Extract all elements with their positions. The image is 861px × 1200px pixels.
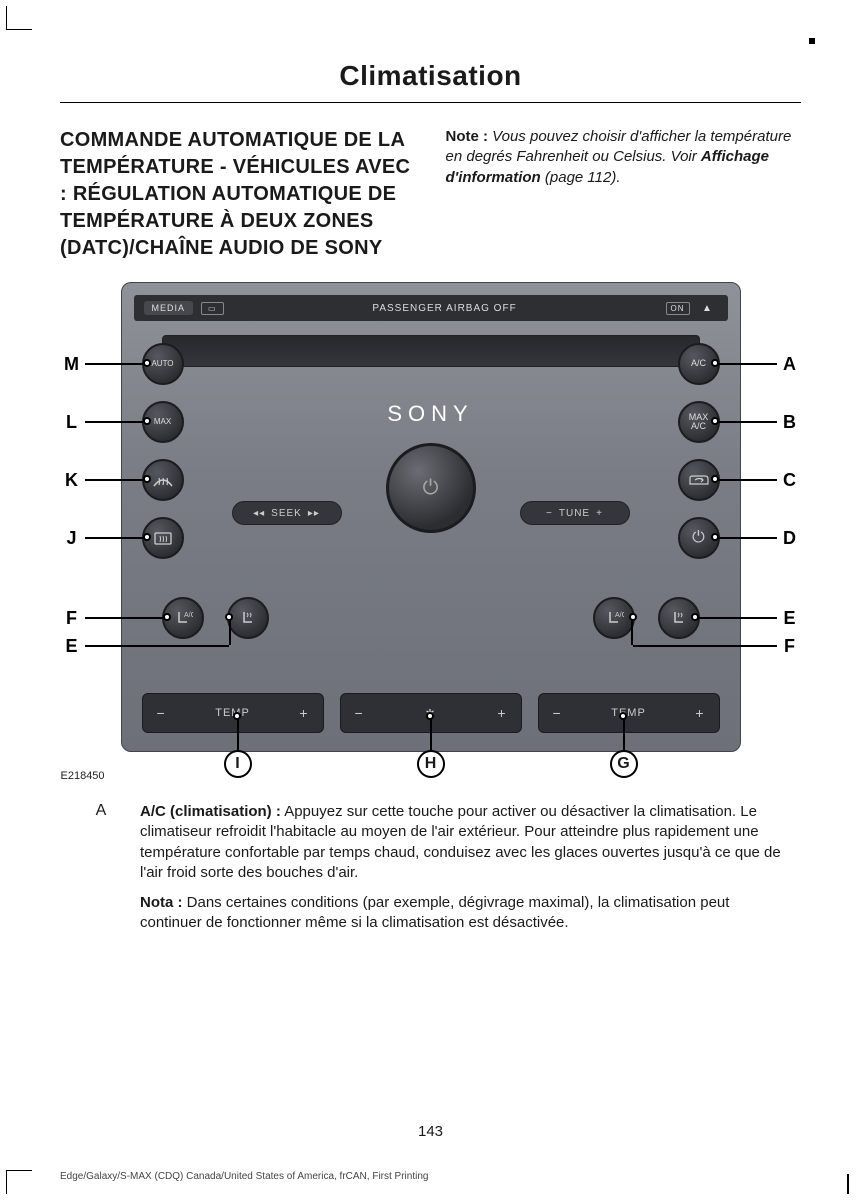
item-letter: A	[90, 802, 112, 934]
callout-k: K	[61, 470, 83, 491]
lead-line	[85, 421, 145, 423]
tune-control: −TUNE+	[520, 501, 630, 525]
lead-dot	[711, 359, 719, 367]
display-icon: ▭	[201, 302, 224, 315]
lead-line	[633, 645, 777, 647]
item-a-row: A A/C (climatisation) : Appuyez sur cett…	[90, 802, 791, 934]
callout-d: D	[779, 528, 801, 549]
seek-control: ◂◂SEEK▸▸	[232, 501, 342, 525]
callout-b: B	[779, 412, 801, 433]
callout-i: I	[224, 750, 252, 778]
temp-left-rocker: −TEMP+	[142, 693, 324, 733]
lead-dot	[143, 533, 151, 541]
lead-line	[697, 617, 777, 619]
lead-line	[717, 479, 777, 481]
lead-line	[430, 718, 432, 752]
power-icon: ⏻	[692, 530, 705, 547]
lead-dot	[143, 417, 151, 425]
lead-dot	[233, 712, 241, 720]
lead-line	[85, 645, 229, 647]
note-prefix: Note :	[446, 128, 489, 145]
lead-dot	[711, 475, 719, 483]
crop-mark	[847, 1174, 849, 1194]
eject-icon: ▲	[698, 301, 718, 315]
svg-text:A/C: A/C	[615, 612, 624, 619]
svg-text:A/C: A/C	[184, 612, 193, 619]
seat-heat-left-button	[227, 597, 269, 639]
callout-m: M	[61, 354, 83, 375]
lead-line	[85, 479, 145, 481]
lead-line	[237, 718, 239, 752]
console-panel: MEDIA ▭ PASSENGER AIRBAG OFF ON ▲ SONY ⏻…	[121, 282, 741, 752]
top-bar: MEDIA ▭ PASSENGER AIRBAG OFF ON ▲	[134, 295, 728, 321]
lead-line	[85, 363, 145, 365]
lead-dot	[691, 613, 699, 621]
note-page-ref: (page 112).	[541, 169, 621, 186]
on-indicator: ON	[666, 302, 690, 315]
lead-line	[717, 421, 777, 423]
callout-j: J	[61, 528, 83, 549]
item-a-text: A/C (climatisation) : Appuyez sur cette …	[140, 802, 791, 883]
lead-dot	[711, 533, 719, 541]
lead-line	[623, 718, 625, 752]
lead-line	[631, 619, 633, 645]
callout-l: L	[61, 412, 83, 433]
temp-right-rocker: −TEMP+	[538, 693, 720, 733]
media-button: MEDIA	[144, 301, 194, 315]
lead-dot	[426, 712, 434, 720]
lead-dot	[163, 613, 171, 621]
volume-dial: ⏻	[386, 443, 476, 533]
lead-line	[229, 619, 231, 645]
lead-dot	[619, 712, 627, 720]
callout-a: A	[779, 354, 801, 375]
lead-line	[717, 363, 777, 365]
callout-f-left: F	[61, 608, 83, 629]
console-diagram: MEDIA ▭ PASSENGER AIRBAG OFF ON ▲ SONY ⏻…	[61, 282, 801, 782]
callout-f-right: F	[779, 636, 801, 657]
power-icon: ⏻	[423, 477, 439, 500]
callout-c: C	[779, 470, 801, 491]
lead-line	[85, 537, 145, 539]
image-ref: E218450	[61, 770, 105, 782]
crop-mark	[6, 6, 32, 30]
lead-line	[717, 537, 777, 539]
section-heading: COMMANDE AUTOMATIQUE DE LA TEMPÉRATURE -…	[60, 127, 416, 262]
lead-dot	[711, 417, 719, 425]
callout-e-left: E	[61, 636, 83, 657]
lead-line	[85, 617, 165, 619]
airbag-label: PASSENGER AIRBAG OFF	[232, 303, 658, 314]
page-number: 143	[0, 1123, 861, 1140]
callout-e-right: E	[779, 608, 801, 629]
lead-dot	[143, 359, 151, 367]
footer-meta: Edge/Galaxy/S-MAX (CDQ) Canada/United St…	[60, 1171, 428, 1182]
item-a-nota: Nota : Dans certaines conditions (par ex…	[140, 893, 791, 934]
crop-mark	[6, 1170, 32, 1194]
lead-dot	[225, 613, 233, 621]
crop-mark	[809, 38, 815, 44]
cd-slot	[162, 335, 700, 367]
brand-logo: SONY	[122, 401, 740, 427]
chapter-title: Climatisation	[60, 60, 801, 92]
lead-dot	[143, 475, 151, 483]
note-paragraph: Note : Vous pouvez choisir d'afficher la…	[446, 127, 802, 188]
callout-g: G	[610, 750, 638, 778]
divider	[60, 102, 801, 103]
lead-dot	[629, 613, 637, 621]
callout-h: H	[417, 750, 445, 778]
